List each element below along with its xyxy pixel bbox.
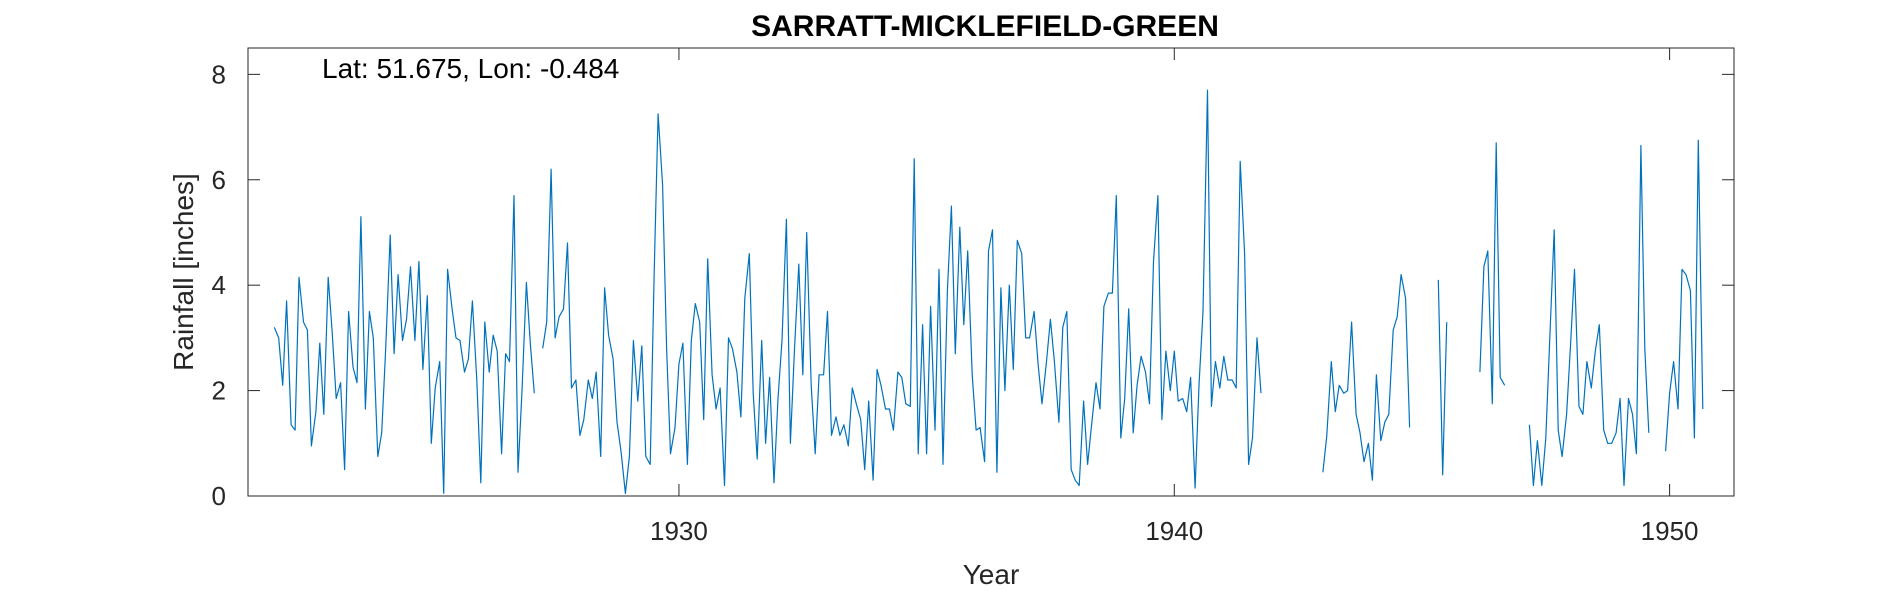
y-tick-label: 4 — [212, 270, 226, 300]
y-tick-label: 0 — [212, 481, 226, 511]
x-tick-label: 1930 — [650, 516, 708, 546]
series-group — [273, 89, 1704, 494]
axis-tick-labels: 1930 1940 1950 0 2 4 6 8 — [212, 59, 1699, 546]
y-tick-label: 2 — [212, 376, 226, 406]
location-annotation: Lat: 51.675, Lon: -0.484 — [322, 53, 619, 84]
axis-ticks — [248, 48, 1734, 497]
rainfall-series-line — [273, 89, 1704, 494]
x-tick-label: 1940 — [1145, 516, 1203, 546]
y-axis-label: Rainfall [inches] — [168, 173, 199, 371]
y-tick-label: 8 — [212, 59, 226, 89]
y-tick-label: 6 — [212, 165, 226, 195]
plot-box — [247, 47, 1735, 497]
x-tick-label: 1950 — [1641, 516, 1699, 546]
x-axis-label: Year — [963, 559, 1020, 590]
chart-title: SARRATT-MICKLEFIELD-GREEN — [751, 10, 1219, 43]
